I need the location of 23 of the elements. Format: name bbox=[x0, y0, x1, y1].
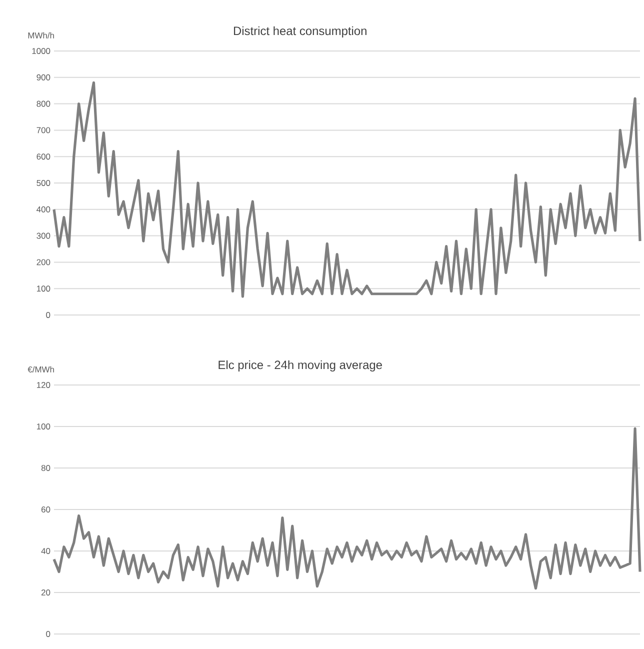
y-tick-label: 1000 bbox=[32, 48, 50, 54]
y-tick-label: 100 bbox=[36, 424, 50, 430]
y-axis-title: MWh/h bbox=[28, 32, 54, 38]
y-tick-label: 80 bbox=[41, 465, 50, 471]
y-tick-label: 400 bbox=[36, 206, 50, 212]
y-tick-label: 0 bbox=[46, 631, 50, 637]
line-series bbox=[52, 427, 642, 590]
y-tick-label: 900 bbox=[36, 74, 50, 80]
y-tick-label: 120 bbox=[36, 382, 50, 388]
y-tick-label: 60 bbox=[42, 506, 50, 512]
y-tick-label: 100 bbox=[36, 286, 50, 292]
y-tick-label: 20 bbox=[41, 590, 50, 596]
chart-title: Elc price - 24h moving average bbox=[218, 360, 382, 372]
y-tick-label: 0 bbox=[46, 312, 50, 318]
y-tick-label: 800 bbox=[36, 100, 50, 107]
y-axis-title: €/MWh bbox=[28, 366, 54, 372]
y-tick-label: 700 bbox=[36, 127, 50, 134]
y-tick-label: 500 bbox=[36, 180, 50, 186]
chart-title: District heat consumption bbox=[234, 26, 366, 38]
y-tick-label: 600 bbox=[36, 154, 50, 160]
y-tick-label: 40 bbox=[41, 548, 50, 554]
y-tick-label: 200 bbox=[36, 259, 50, 266]
y-tick-label: 300 bbox=[36, 232, 50, 239]
